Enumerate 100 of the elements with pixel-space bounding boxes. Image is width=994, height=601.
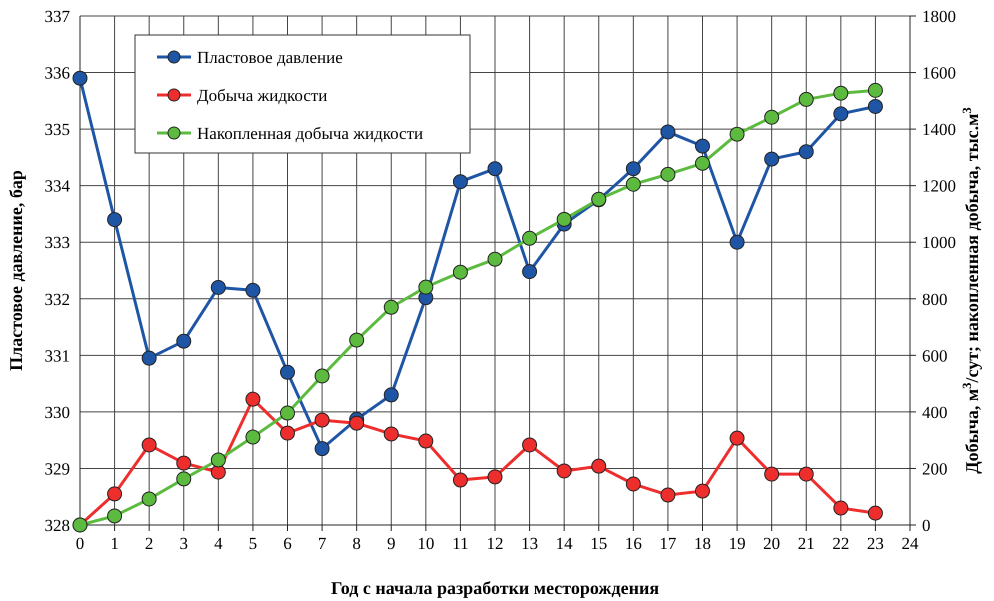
- point: [245, 430, 260, 445]
- point: [868, 98, 883, 114]
- point: [176, 456, 192, 471]
- x-tick-label: 14: [556, 534, 574, 553]
- y-tick-label: 333: [44, 233, 70, 252]
- point: [695, 138, 710, 154]
- point: [245, 282, 260, 298]
- point: [280, 406, 295, 421]
- y2-tick-label: 1000: [922, 233, 956, 252]
- point: [556, 212, 572, 227]
- point: [210, 280, 226, 295]
- x-tick-label: 3: [180, 534, 188, 553]
- x-tick-label: 9: [387, 534, 396, 553]
- point: [868, 82, 883, 98]
- point: [868, 506, 883, 521]
- point: [245, 392, 260, 407]
- point: [384, 426, 399, 442]
- point: [349, 332, 364, 348]
- point: [626, 176, 641, 192]
- point: [522, 230, 538, 246]
- point: [833, 106, 848, 122]
- point: [730, 126, 745, 142]
- y-tick-label: 329: [44, 459, 70, 478]
- y-tick-label: 337: [44, 7, 70, 26]
- point: [142, 350, 157, 366]
- y2-tick-label: 1200: [922, 176, 956, 196]
- x-tick-label: 18: [694, 534, 711, 553]
- y-tick-label: 331: [44, 346, 70, 366]
- point: [660, 488, 676, 503]
- point: [107, 212, 122, 228]
- point: [488, 161, 502, 176]
- y-tick-label: 330: [44, 402, 70, 422]
- point: [72, 70, 88, 86]
- point: [488, 469, 502, 484]
- point: [695, 484, 710, 499]
- y-tick-label: 332: [44, 290, 70, 309]
- x-tick-label: 1: [110, 534, 119, 553]
- y-tick-label: 334: [44, 176, 70, 196]
- point: [349, 416, 364, 431]
- y2-tick-label: 400: [922, 402, 948, 422]
- y2-tick-label: 200: [922, 459, 948, 478]
- x-tick-label: 16: [624, 534, 642, 553]
- point: [556, 463, 572, 478]
- point: [452, 264, 468, 280]
- point: [107, 508, 122, 524]
- point: [660, 166, 676, 182]
- point: [314, 368, 330, 384]
- point: [142, 437, 157, 452]
- point: [384, 300, 399, 315]
- x-tick-label: 21: [798, 534, 815, 553]
- point: [210, 452, 226, 468]
- point: [764, 110, 780, 125]
- x-tick-label: 7: [318, 534, 327, 553]
- point: [176, 334, 192, 349]
- point: [314, 441, 330, 456]
- point: [418, 280, 434, 295]
- point: [626, 161, 641, 176]
- x-tick-label: 22: [832, 534, 850, 553]
- x-tick-label: 15: [590, 534, 608, 553]
- y2-tick-label: 0: [922, 516, 930, 535]
- point: [660, 124, 676, 140]
- x-tick-label: 23: [866, 534, 884, 553]
- y2-tick-label: 1800: [922, 7, 956, 26]
- x-tick-label: 13: [521, 534, 538, 553]
- point: [798, 144, 814, 160]
- point: [488, 252, 502, 267]
- point: [452, 472, 468, 488]
- y2-tick-label: 600: [922, 346, 948, 366]
- legend-label: Добыча жидкости: [197, 86, 328, 105]
- x-tick-label: 4: [214, 534, 224, 553]
- point: [210, 464, 226, 480]
- point: [833, 86, 848, 101]
- point: [798, 466, 814, 482]
- point: [314, 412, 330, 428]
- point: [418, 434, 434, 449]
- point: [798, 92, 814, 107]
- y-tick-label: 328: [44, 516, 70, 535]
- x-tick-label: 11: [452, 534, 469, 553]
- x-tick-label: 0: [76, 534, 84, 553]
- point: [452, 174, 468, 190]
- legend-label: Пластовое давление: [197, 48, 343, 67]
- point: [695, 156, 710, 171]
- y2-tick-label: 1400: [922, 120, 956, 140]
- y-axis-title: Пластовое давление, бар: [6, 170, 26, 371]
- point: [764, 466, 780, 482]
- point: [833, 500, 848, 516]
- x-tick-label: 2: [144, 534, 154, 553]
- y-tick-label: 336: [44, 64, 70, 83]
- x-tick-label: 17: [659, 534, 677, 553]
- y-tick-label: 335: [44, 120, 70, 140]
- point: [176, 471, 192, 486]
- legend-label: Накопленная добыча жидкости: [197, 124, 424, 143]
- x-axis-title: Год с начала разработки месторождения: [330, 578, 660, 598]
- y2-tick-label: 800: [922, 290, 948, 309]
- x-tick-label: 24: [902, 534, 919, 553]
- x-tick-label: 6: [283, 534, 292, 553]
- x-tick-label: 10: [417, 534, 434, 553]
- point: [626, 476, 641, 492]
- x-tick-label: 8: [352, 534, 361, 553]
- point: [384, 387, 399, 402]
